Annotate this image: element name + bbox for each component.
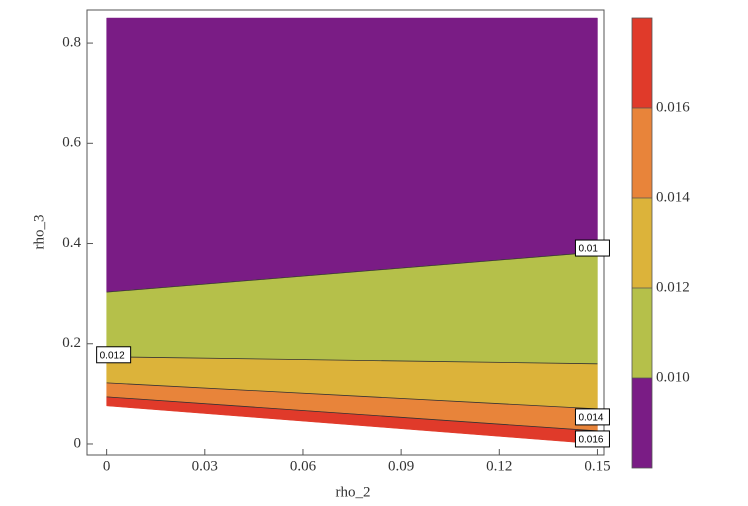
colorbar-tick-label: 0.012 — [656, 279, 690, 295]
contour-label: 0.01 — [574, 239, 610, 257]
y-tick-label: 0.6 — [62, 135, 81, 151]
y-axis-label: rho_3 — [31, 215, 47, 250]
label-box — [574, 408, 610, 426]
contour-line — [106, 356, 598, 365]
x-tick-label: 0 — [103, 458, 111, 474]
colorbar-band — [632, 198, 652, 288]
contour-line — [106, 251, 598, 293]
colorbar-tick-label: 0.014 — [656, 189, 690, 205]
plot-frame — [86, 9, 605, 456]
colorbar-band — [632, 378, 652, 468]
x-tick-label: 0.15 — [584, 458, 610, 474]
contour-label: 0.012 — [96, 346, 132, 364]
label-text: 0.014 — [578, 413, 603, 424]
y-tick-label: 0 — [74, 435, 82, 451]
x-axis-label: rho_2 — [336, 484, 371, 500]
y-tick-label: 0.2 — [62, 335, 81, 351]
label-text: 0.012 — [100, 350, 125, 361]
contour-band — [106, 17, 598, 293]
x-tick-label: 0.03 — [192, 458, 218, 474]
contour-line — [106, 382, 598, 410]
y-tick-label: 0.4 — [62, 235, 81, 251]
y-tick-label: 0.8 — [62, 35, 81, 51]
label-box — [96, 346, 132, 364]
colorbar-tick-label: 0.010 — [656, 369, 690, 385]
label-text: 0.01 — [578, 244, 598, 255]
colorbar-band — [632, 18, 652, 108]
x-tick-label: 0.09 — [388, 458, 414, 474]
contour-label: 0.016 — [574, 430, 610, 448]
colorbar-band — [632, 288, 652, 378]
contour-line — [106, 396, 598, 432]
colorbar-frame — [631, 17, 653, 469]
x-tick-label: 0.12 — [486, 458, 512, 474]
label-box — [574, 239, 610, 257]
label-box — [574, 430, 610, 448]
x-tick-label: 0.06 — [290, 458, 317, 474]
colorbar-band — [632, 108, 652, 198]
colorbar-tick-label: 0.016 — [656, 99, 690, 115]
label-text: 0.016 — [578, 435, 603, 446]
contour-label: 0.014 — [574, 408, 610, 426]
